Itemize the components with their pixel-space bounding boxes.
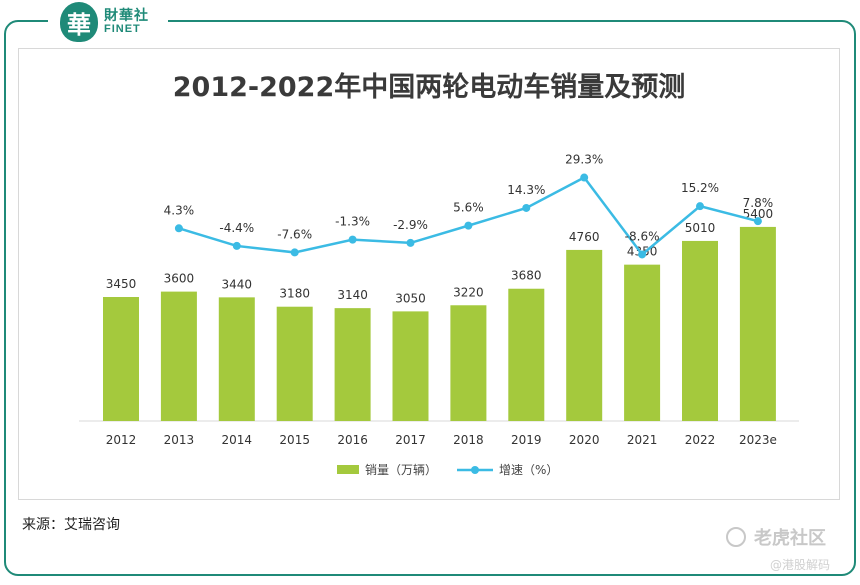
tiger-watermark-text: 老虎社区 [754, 528, 826, 549]
bar-data-label: 3680 [511, 269, 542, 283]
x-tick-label: 2012 [106, 433, 137, 447]
legend-bar-label: 销量（万辆） [365, 463, 437, 477]
bar [160, 291, 197, 421]
growth-point [406, 238, 415, 247]
x-tick-label: 2016 [337, 433, 368, 447]
x-tick-label: 2014 [222, 433, 253, 447]
x-tick-label: 2020 [569, 433, 600, 447]
bar [450, 305, 487, 421]
tiger-logo-icon [726, 527, 746, 547]
logo-text: 財華社 FINET [104, 9, 149, 35]
tiger-watermark: 老虎社区 [726, 524, 826, 550]
bar [392, 311, 429, 421]
bar-data-label: 3440 [222, 277, 253, 291]
bar-data-label: 4760 [569, 230, 600, 244]
growth-data-label: -1.3% [335, 215, 370, 229]
x-tick-label: 2015 [279, 433, 310, 447]
growth-point [580, 173, 589, 182]
growth-line [178, 175, 759, 257]
growth-point [696, 202, 704, 211]
growth-point [348, 235, 357, 244]
x-tick-label: 2021 [627, 433, 658, 447]
bar [103, 297, 139, 421]
bar [508, 288, 545, 421]
growth-data-label: -7.6% [277, 227, 312, 241]
bar-data-label: 3140 [337, 288, 368, 302]
x-tick-label: 2017 [395, 433, 426, 447]
finet-logo: 華 財華社 FINET [48, 0, 168, 44]
growth-point [638, 250, 647, 259]
growth-point [232, 241, 241, 250]
growth-data-label: -2.9% [393, 218, 428, 232]
logo-name-cn: 財華社 [104, 7, 149, 24]
legend-bar-swatch [337, 465, 359, 474]
chart-svg: 2012-2022年中国两轮电动车销量及预测 3450 2012 3600 2013 34… [79, 71, 799, 477]
secondary-watermark: @港股解码 [770, 558, 831, 572]
bar [218, 297, 255, 421]
x-tick-label: 2023e [739, 433, 777, 447]
growth-data-label: -4.4% [219, 221, 254, 235]
legend-line-marker [471, 466, 479, 474]
bar-data-label: 3050 [395, 291, 426, 305]
logo-name-en: FINET [104, 22, 141, 35]
x-tick-label: 2018 [453, 433, 484, 447]
bar-data-label: 5010 [685, 221, 716, 235]
x-tick-label: 2013 [164, 433, 195, 447]
growth-data-label: 14.3% [507, 183, 545, 197]
x-tick-label: 2019 [511, 433, 542, 447]
bar [624, 264, 661, 421]
growth-data-label: 29.3% [565, 153, 603, 167]
bar-data-label: 3600 [164, 272, 195, 286]
legend-line-label: 增速（%） [499, 463, 558, 477]
growth-point [522, 203, 531, 212]
x-tick-label: 2022 [685, 433, 716, 447]
bar-data-label: 3450 [106, 277, 137, 291]
growth-data-label: 7.8% [743, 196, 774, 210]
bar [739, 226, 776, 421]
chart-container: 2012-2022年中国两轮电动车销量及预测 3450 2012 3600 2013 34… [18, 48, 840, 500]
growth-point [753, 217, 762, 226]
growth-point [290, 248, 299, 257]
bar [334, 308, 371, 421]
bar [276, 306, 313, 421]
growth-data-label: -8.6% [625, 229, 660, 243]
logo-mark: 華 [60, 2, 98, 42]
bar-data-label: 5400 [743, 207, 774, 221]
bar [682, 240, 718, 421]
growth-point [174, 224, 183, 233]
growth-data-label: 15.2% [681, 181, 719, 195]
bar-data-label: 3180 [279, 287, 310, 301]
source-note: 来源：艾瑞咨询 [22, 517, 120, 533]
growth-data-label: 4.3% [164, 203, 195, 217]
chart-title: 2012-2022年中国两轮电动车销量及预测 [173, 71, 686, 103]
bar [566, 249, 603, 421]
growth-point [464, 221, 473, 230]
bar-data-label: 3220 [453, 285, 484, 299]
growth-data-label: 5.6% [453, 201, 484, 215]
